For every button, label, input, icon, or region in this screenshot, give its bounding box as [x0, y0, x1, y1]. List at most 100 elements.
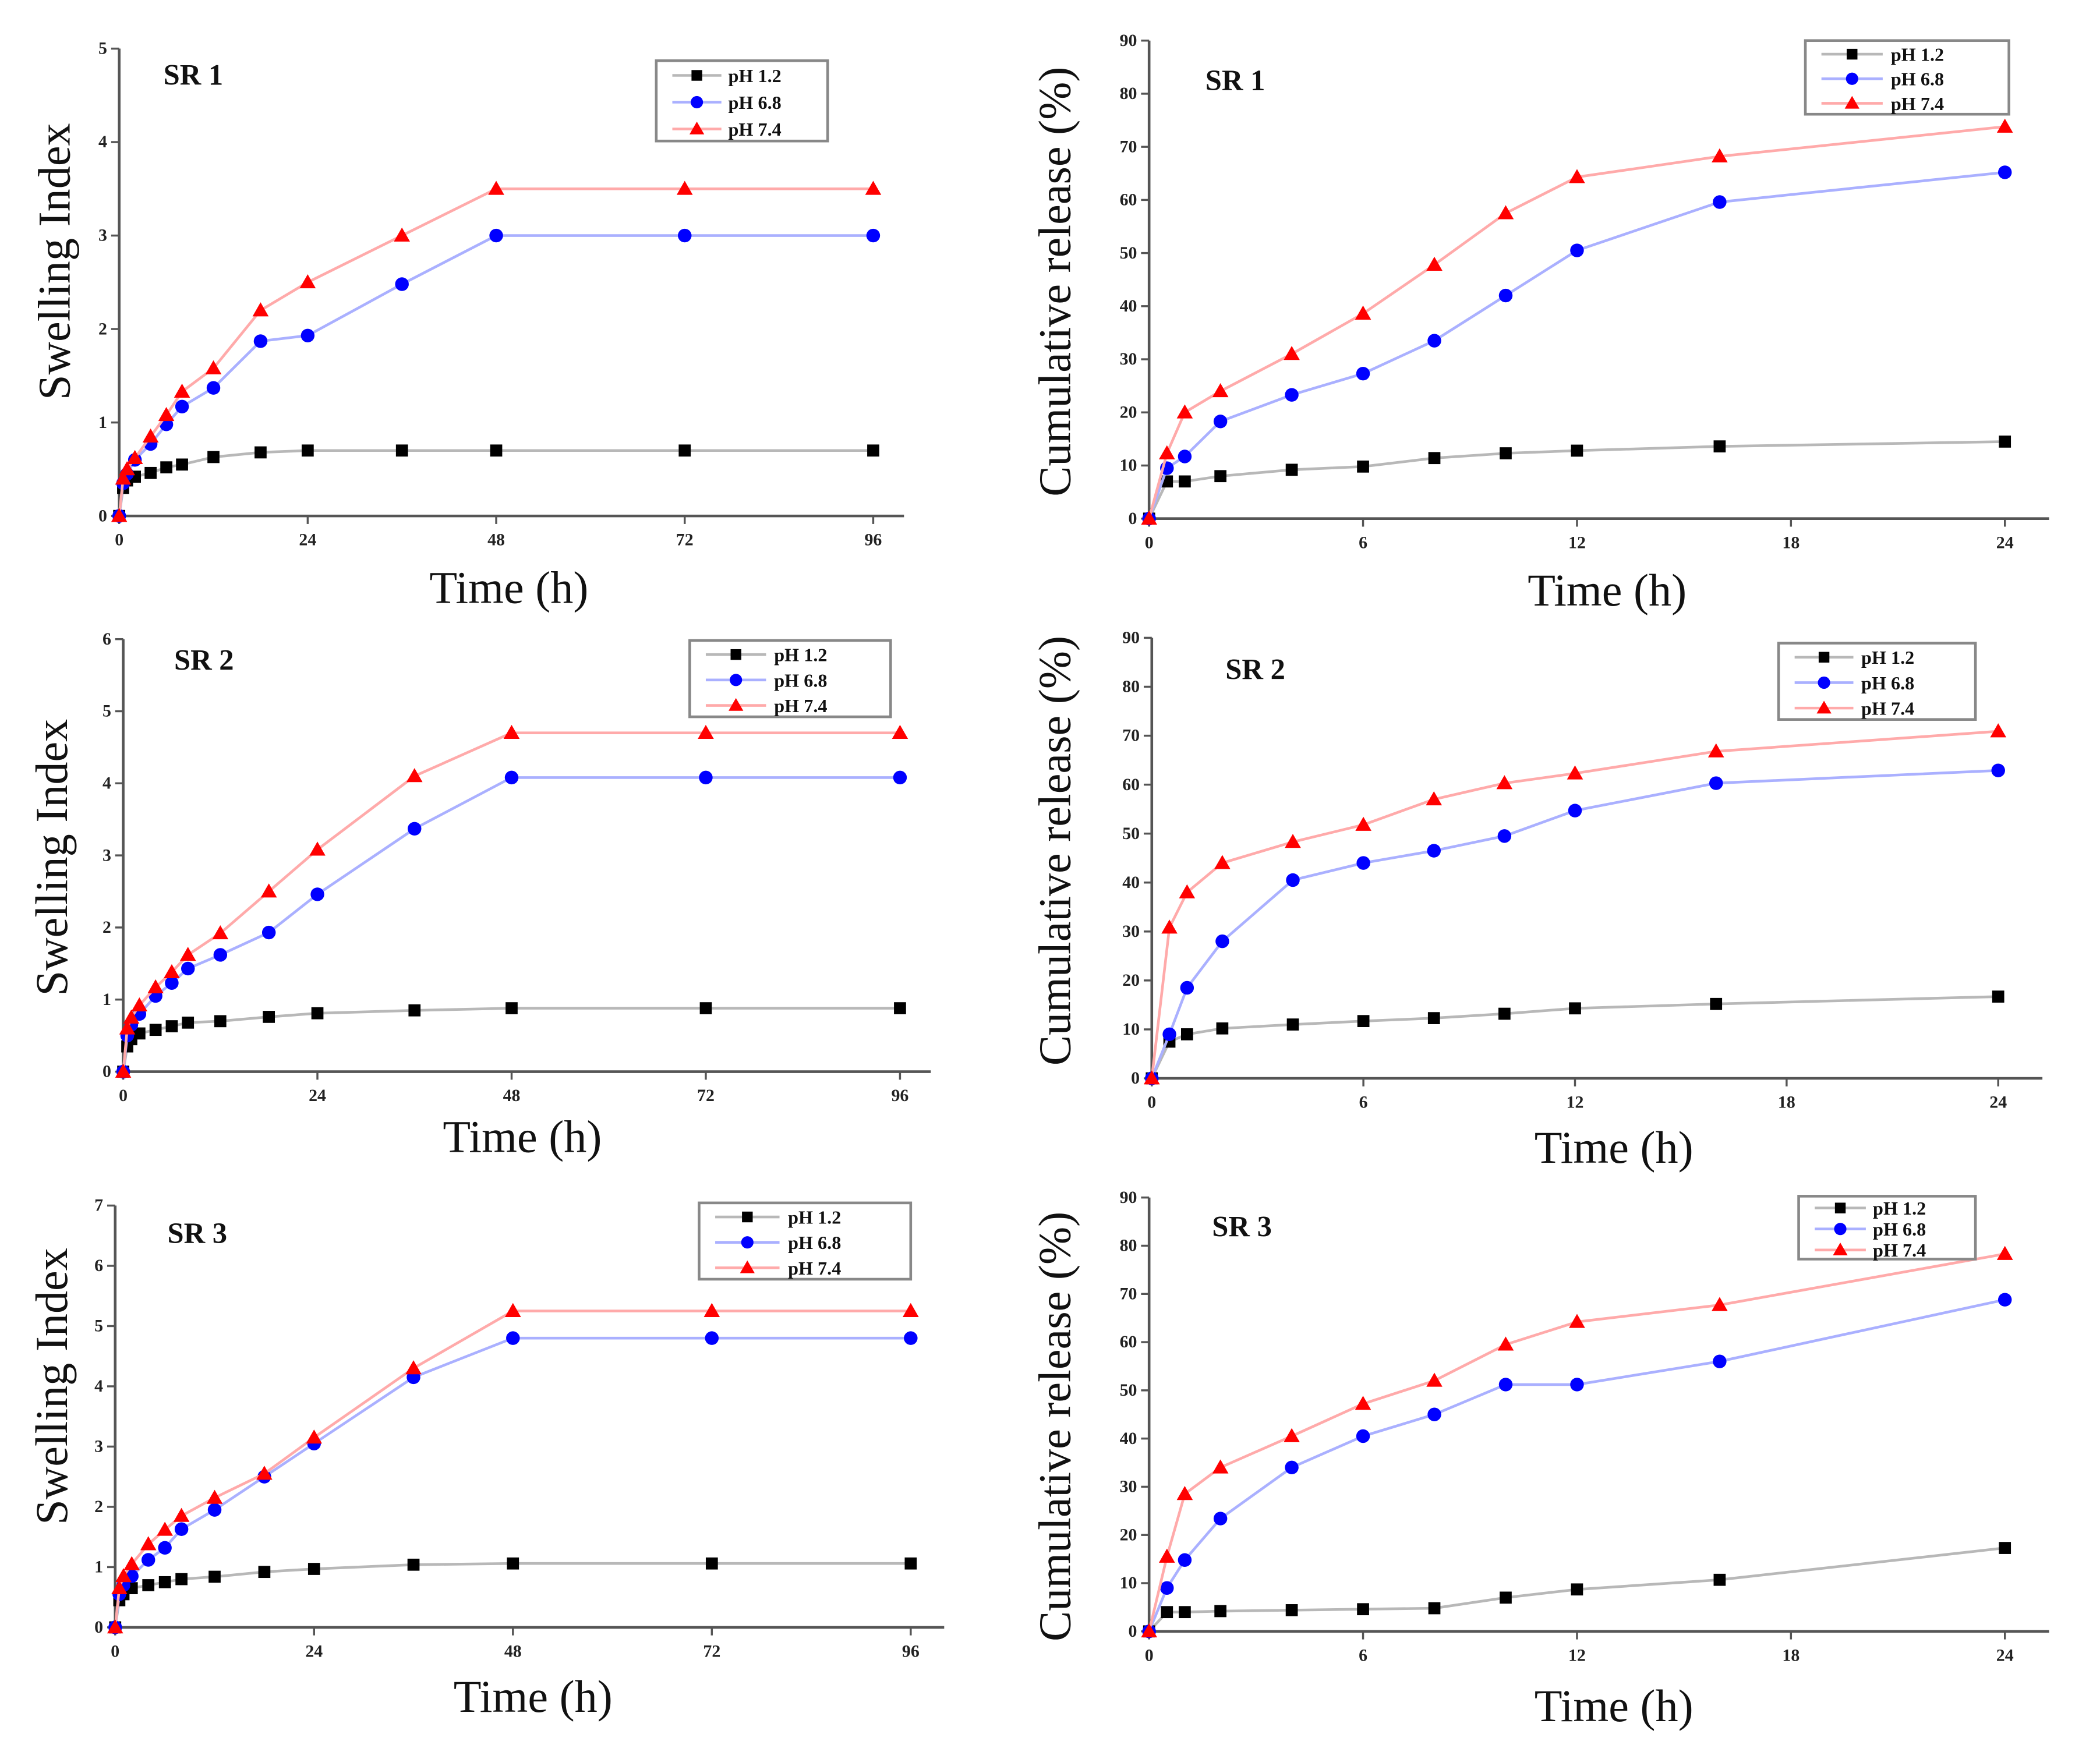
- legend-marker: [1818, 652, 1830, 663]
- series-line: [122, 1007, 900, 1072]
- data-point: [141, 1553, 155, 1567]
- data-point: [174, 1522, 189, 1536]
- data-point: [115, 1568, 132, 1583]
- data-point: [1712, 1297, 1728, 1311]
- series-line: [114, 1309, 911, 1628]
- series-pH-1-2: [1143, 1542, 2011, 1638]
- data-point: [893, 770, 907, 785]
- y-tick-label: 3: [94, 1437, 103, 1456]
- data-point: [1179, 884, 1196, 898]
- legend-marker: [689, 121, 705, 135]
- data-point: [1500, 1591, 1512, 1604]
- data-point: [165, 1020, 178, 1032]
- series-line: [114, 1562, 911, 1628]
- x-tick-label: 24: [1989, 1093, 2007, 1112]
- data-point: [147, 979, 164, 994]
- x-tick-label: 6: [1359, 1093, 1368, 1112]
- data-point: [1998, 165, 2012, 179]
- data-point: [310, 887, 324, 901]
- panel-title: SR 3: [1212, 1210, 1272, 1243]
- legend-marker: [741, 1236, 754, 1249]
- series-pH-1-2: [113, 444, 879, 522]
- data-point: [158, 1576, 171, 1588]
- data-point: [1427, 1407, 1441, 1421]
- data-point: [107, 1619, 123, 1634]
- data-point: [214, 1015, 227, 1028]
- chart-panel-swelling-sr3: 0 1 2 3 4 5 6 7 0 24 48 72 96 SR 3 pH 1.2 pH 6.8 pH 7.4 S…: [26, 1196, 945, 1722]
- legend-label: pH 1.2: [774, 645, 827, 666]
- data-point: [144, 466, 157, 479]
- data-point: [1498, 1007, 1511, 1020]
- data-point: [1713, 440, 1726, 453]
- chart-panel-swelling-sr2: 0 1 2 3 4 5 6 0 24 48 72 96 SR 2 pH 1.2 pH 6.8 pH 7.4 Sw…: [26, 629, 931, 1162]
- y-tick-label: 70: [1120, 137, 1137, 156]
- data-point: [705, 1557, 718, 1570]
- data-point: [254, 446, 267, 459]
- legend-label: pH 6.8: [1891, 69, 1944, 90]
- data-point: [1713, 195, 1727, 209]
- data-point: [1427, 844, 1441, 858]
- data-point: [1356, 366, 1370, 381]
- data-point: [1996, 118, 2013, 133]
- data-point: [1213, 415, 1228, 429]
- x-tick-label: 48: [503, 1086, 521, 1105]
- y-tick-label: 0: [94, 1618, 103, 1637]
- y-tick-label: 3: [102, 845, 111, 865]
- data-point: [115, 1063, 132, 1078]
- legend-marker: [1847, 48, 1858, 60]
- x-tick-label: 96: [891, 1086, 908, 1105]
- x-tick-label: 0: [119, 1086, 128, 1105]
- legend: pH 1.2 pH 6.8 pH 7.4: [688, 639, 892, 719]
- data-point: [904, 1557, 917, 1570]
- legend-marker: [730, 649, 741, 660]
- y-tick-label: 80: [1120, 84, 1137, 103]
- data-point: [309, 841, 326, 856]
- data-point: [394, 227, 411, 242]
- x-tick-label: 12: [1568, 533, 1586, 552]
- x-tick-label: 0: [1145, 1645, 1154, 1665]
- data-point: [1999, 436, 2011, 448]
- data-point: [176, 458, 188, 471]
- data-point: [1215, 934, 1229, 948]
- data-point: [1497, 205, 1514, 220]
- data-point: [1713, 1573, 1726, 1586]
- legend-label: pH 7.4: [729, 119, 782, 140]
- y-tick-label: 80: [1122, 677, 1140, 696]
- data-point: [505, 1002, 518, 1014]
- data-point: [1214, 1605, 1226, 1618]
- data-point: [894, 1002, 906, 1014]
- data-point: [1992, 990, 2004, 1003]
- data-point: [174, 383, 190, 398]
- data-point: [111, 508, 128, 522]
- data-point: [157, 1521, 173, 1536]
- data-point: [175, 1573, 188, 1585]
- data-point: [1214, 855, 1231, 869]
- legend-label: pH 6.8: [1861, 673, 1914, 693]
- series-line: [118, 234, 874, 516]
- data-point: [678, 444, 691, 457]
- data-point: [207, 1503, 222, 1517]
- y-tick-label: 30: [1122, 922, 1140, 941]
- x-tick-label: 0: [115, 530, 123, 550]
- data-point: [1286, 1018, 1299, 1031]
- legend: pH 1.2 pH 6.8 pH 7.4: [1777, 642, 1977, 721]
- series-line: [1148, 1298, 2006, 1632]
- data-point: [1356, 856, 1370, 870]
- data-point: [407, 1558, 420, 1571]
- data-point: [1357, 460, 1369, 473]
- data-point: [867, 444, 879, 457]
- data-point: [1158, 1548, 1175, 1563]
- x-axis-label: Time (h): [1535, 1122, 1694, 1173]
- series-pH-6-8: [108, 1331, 918, 1634]
- y-tick-label: 0: [1129, 509, 1137, 528]
- data-point: [1712, 148, 1728, 162]
- legend-marker: [1846, 72, 1858, 85]
- data-point: [252, 302, 269, 317]
- panel-title: SR 2: [1225, 653, 1285, 686]
- panel-title: SR 1: [164, 59, 224, 91]
- data-point: [123, 1009, 140, 1024]
- data-point: [1285, 1460, 1299, 1475]
- data-point: [1216, 1022, 1229, 1035]
- y-tick-label: 0: [1131, 1068, 1140, 1088]
